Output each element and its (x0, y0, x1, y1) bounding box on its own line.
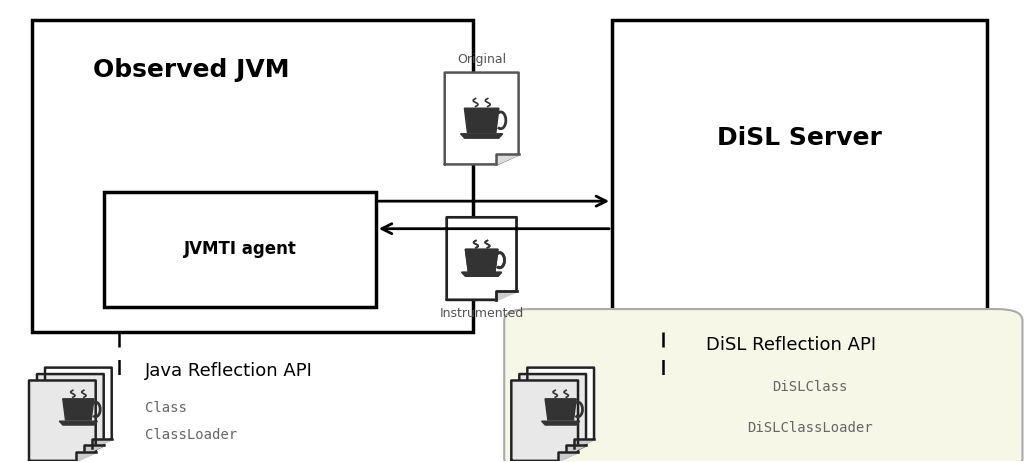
Polygon shape (496, 154, 519, 164)
Text: DiSL Reflection API: DiSL Reflection API (706, 336, 877, 354)
Polygon shape (462, 272, 501, 276)
Polygon shape (445, 73, 519, 164)
Polygon shape (520, 374, 587, 455)
Polygon shape (447, 217, 517, 300)
Polygon shape (511, 381, 578, 461)
Polygon shape (566, 445, 587, 455)
Text: JVMTI agent: JVMTI agent (183, 240, 296, 258)
Polygon shape (541, 421, 579, 425)
Text: Class: Class (145, 401, 187, 415)
Polygon shape (527, 368, 594, 448)
FancyBboxPatch shape (104, 192, 376, 307)
FancyBboxPatch shape (612, 20, 987, 332)
Polygon shape (464, 108, 499, 133)
Polygon shape (545, 399, 576, 420)
Polygon shape (60, 421, 98, 425)
Text: Observed JVM: Observed JVM (93, 58, 289, 82)
Text: DiSLClass: DiSLClass (773, 380, 848, 394)
Polygon shape (76, 452, 96, 461)
FancyBboxPatch shape (32, 20, 473, 332)
Polygon shape (447, 217, 517, 300)
Polygon shape (462, 272, 501, 276)
Polygon shape (574, 439, 594, 448)
Polygon shape (461, 134, 503, 138)
Polygon shape (465, 249, 498, 271)
Polygon shape (29, 381, 96, 461)
Text: DiSLClassLoader: DiSLClassLoader (747, 421, 873, 435)
Text: ClassLoader: ClassLoader (145, 428, 238, 442)
Polygon shape (92, 439, 112, 448)
Polygon shape (447, 217, 517, 300)
Polygon shape (496, 291, 517, 300)
Polygon shape (496, 291, 517, 300)
Polygon shape (37, 374, 104, 455)
Polygon shape (45, 368, 112, 448)
Polygon shape (83, 445, 104, 455)
Text: Java Reflection API: Java Reflection API (145, 362, 313, 380)
Polygon shape (558, 452, 578, 461)
Text: Instrumented: Instrumented (439, 307, 524, 320)
Text: DiSL Server: DiSL Server (717, 127, 882, 151)
Text: Original: Original (457, 53, 506, 66)
FancyBboxPatch shape (504, 309, 1023, 462)
Polygon shape (63, 399, 94, 420)
Polygon shape (465, 249, 498, 271)
